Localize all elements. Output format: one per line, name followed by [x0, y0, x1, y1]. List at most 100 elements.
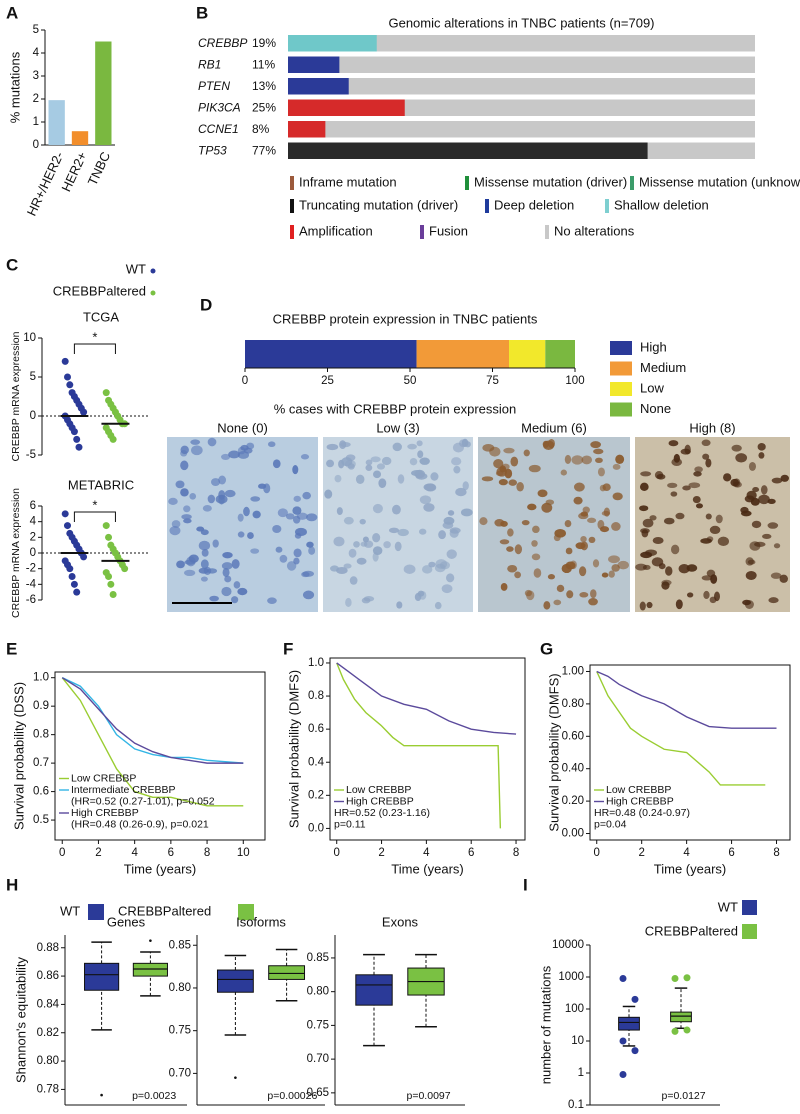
legend-swatch — [420, 225, 424, 239]
legend-swatch — [742, 924, 757, 939]
dot — [61, 510, 69, 518]
nucleus — [514, 571, 522, 579]
dot — [107, 580, 115, 588]
nucleus — [715, 514, 723, 524]
y-tick-label: 6 — [30, 500, 36, 512]
nucleus — [499, 539, 510, 545]
nucleus — [510, 456, 519, 467]
x-tick-label: 50 — [404, 375, 417, 387]
nucleus — [565, 547, 573, 555]
chart-title: CREBBP protein expression in TNBC patien… — [273, 311, 538, 326]
legend-label: Missense mutation (driver) — [474, 174, 627, 189]
nucleus — [516, 481, 524, 492]
percent-label: 25% — [252, 100, 276, 114]
nucleus — [333, 536, 345, 547]
nucleus — [277, 508, 288, 518]
x-tick-label: 0 — [59, 847, 65, 859]
legend-swatch — [610, 402, 632, 417]
y-tick-label: 5 — [33, 24, 39, 36]
y-tick-label: 0.80 — [169, 982, 191, 994]
nucleus — [279, 554, 288, 563]
nucleus — [376, 463, 386, 470]
nucleus — [186, 556, 196, 567]
nucleus — [171, 520, 181, 528]
nucleus — [599, 526, 610, 533]
x-tick-label: 0 — [594, 847, 600, 859]
bar-segment — [245, 340, 417, 368]
legend-label: High CREBBP — [606, 795, 674, 807]
x-tick-label: 4 — [683, 847, 690, 859]
nucleus — [507, 528, 514, 537]
nucleus — [702, 453, 710, 460]
nucleus — [595, 457, 603, 463]
nucleus — [228, 450, 240, 459]
nucleus — [237, 587, 248, 596]
nucleus — [565, 561, 576, 570]
legend-label: Intermediate CREBBP — [71, 784, 175, 796]
nucleus — [667, 482, 678, 489]
nucleus — [575, 542, 586, 550]
nucleus — [449, 527, 461, 534]
y-tick-label: 0.84 — [37, 998, 60, 1010]
gene-label: TP53 — [198, 143, 227, 157]
nucleus — [508, 479, 517, 486]
outlier — [234, 1076, 237, 1079]
nucleus — [639, 505, 649, 512]
nucleus — [773, 543, 781, 549]
survival-curve — [336, 662, 517, 735]
nucleus — [588, 536, 596, 544]
x-tick-label: 6 — [168, 847, 174, 859]
nucleus — [560, 469, 567, 476]
dot — [73, 588, 81, 596]
nucleus — [191, 445, 203, 456]
y-tick-label: 0.8 — [33, 729, 49, 741]
outlier — [149, 939, 152, 942]
percent-label: 19% — [252, 36, 276, 50]
nucleus — [233, 581, 241, 589]
p-value: p=0.0127 — [662, 1090, 706, 1102]
survival-curve — [336, 662, 502, 829]
panel-letter: H — [6, 875, 18, 894]
nucleus — [180, 450, 188, 457]
y-tick-label: 0 — [30, 410, 36, 422]
x-tick-label: 2 — [378, 847, 384, 859]
dot — [121, 565, 129, 573]
dot — [105, 533, 113, 541]
nucleus — [767, 522, 779, 529]
nucleus — [779, 574, 789, 583]
outlier — [683, 974, 691, 982]
nucleus — [532, 525, 540, 534]
nucleus — [201, 548, 209, 557]
nucleus — [500, 583, 508, 591]
p-value: p=0.0097 — [407, 1090, 451, 1102]
y-tick-label: 0.78 — [37, 1083, 59, 1095]
y-tick-label: 0.20 — [562, 795, 584, 807]
significance: * — [92, 329, 97, 344]
nucleus — [678, 563, 690, 574]
legend-swatch — [545, 225, 549, 239]
nucleus — [334, 474, 342, 483]
panel-letter: E — [6, 639, 17, 658]
nucleus — [180, 460, 189, 471]
nucleus — [601, 510, 611, 516]
legend-label: High CREBBP — [346, 795, 414, 807]
nucleus — [564, 520, 572, 528]
dot — [64, 373, 71, 381]
nucleus — [423, 503, 435, 512]
significance: * — [92, 497, 97, 512]
nucleus — [675, 599, 683, 610]
nucleus — [221, 586, 232, 597]
nucleus — [183, 505, 191, 513]
bar — [71, 131, 89, 145]
outlier — [619, 1070, 627, 1078]
nucleus — [498, 478, 508, 486]
nucleus — [435, 559, 448, 569]
y-tick-label: 0.65 — [307, 1087, 329, 1099]
legend-dot — [150, 268, 156, 274]
nucleus — [615, 454, 625, 465]
nucleus — [445, 573, 455, 583]
annotation: p=0.11 — [334, 818, 366, 830]
nucleus — [547, 438, 555, 449]
nucleus — [493, 459, 504, 469]
